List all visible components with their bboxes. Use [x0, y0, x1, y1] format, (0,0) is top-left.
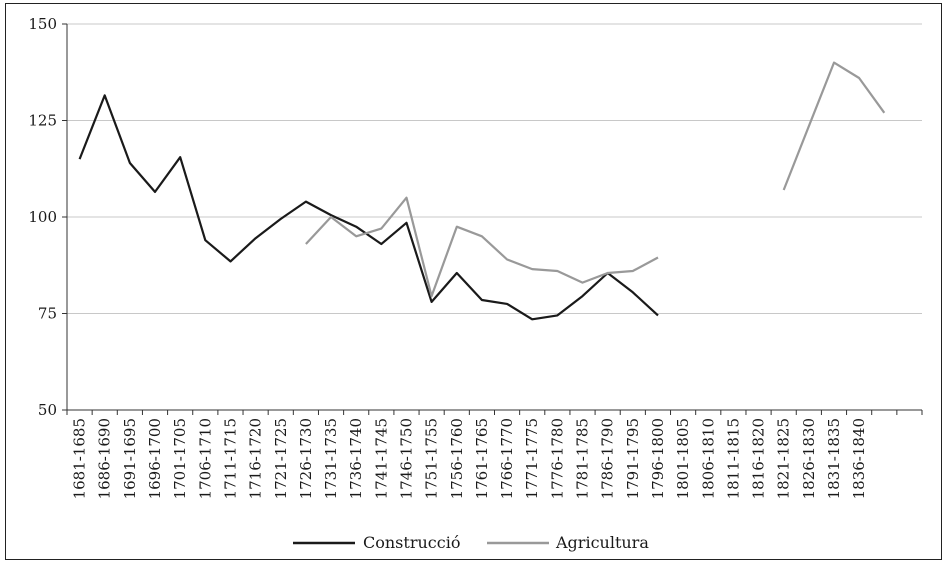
x-tick-label: 1811-1815: [724, 418, 742, 499]
x-tick-label: 1826-1830: [800, 418, 818, 499]
x-tick-label: 1816-1820: [750, 418, 768, 499]
x-tick-label: 1836-1840: [850, 418, 868, 499]
x-tick-label: 1681-1685: [71, 418, 89, 499]
legend-label-agricultura: Agricultura: [555, 533, 649, 552]
x-tick-label: 1766-1770: [498, 418, 516, 499]
x-tick-label: 1831-1835: [825, 418, 843, 499]
x-tick-label: 1696-1700: [146, 418, 164, 499]
x-tick-label: 1796-1800: [649, 418, 667, 499]
series-line-agricultura-0: [305, 196, 659, 298]
y-tick-label: 125: [28, 112, 57, 130]
series-line-agricultura-1: [782, 61, 886, 191]
x-tick-label: 1756-1760: [448, 418, 466, 499]
gridlines: [67, 23, 922, 314]
series-line-construccio-0: [78, 94, 659, 321]
x-tick-label: 1761-1765: [473, 418, 491, 499]
x-tick-label: 1686-1690: [96, 418, 114, 499]
y-tick-label: 100: [28, 208, 57, 226]
x-tick-label: 1736-1740: [347, 418, 365, 499]
x-tick-label: 1731-1735: [322, 418, 340, 499]
axes: 50 75 100 125 150 1681-1685 1686-1690 1691-1695…: [28, 15, 923, 499]
x-tick-label: 1691-1695: [121, 418, 139, 499]
x-tick-label: 1751-1755: [423, 418, 441, 499]
x-tick-label: 1786-1790: [599, 418, 617, 499]
x-tick-label: 1776-1780: [548, 418, 566, 499]
x-tick-label: 1716-1720: [247, 418, 265, 499]
x-tick-label: 1741-1745: [372, 418, 390, 499]
x-tick-label: 1771-1775: [523, 418, 541, 499]
y-tick-label: 50: [38, 401, 57, 419]
x-tick-label: 1721-1725: [272, 418, 290, 499]
x-tick-label: 1791-1795: [624, 418, 642, 499]
legend-label-construccio: Construcció: [363, 533, 460, 552]
y-tick-label: 150: [28, 15, 57, 33]
series-lines: [78, 61, 886, 321]
x-tick-label: 1701-1705: [171, 418, 189, 499]
legend: Construcció Agricultura: [293, 533, 649, 552]
x-tick-label: 1711-1715: [221, 418, 239, 499]
x-tick-label: 1781-1785: [574, 418, 592, 499]
x-tick-label: 1821-1825: [775, 418, 793, 499]
chart-frame: [5, 3, 942, 560]
x-tick-label: 1706-1710: [196, 418, 214, 499]
x-tick-label: 1746-1750: [397, 418, 415, 499]
x-tick-label: 1801-1805: [674, 418, 692, 499]
x-tick-label: 1806-1810: [699, 418, 717, 499]
x-tick-label: 1726-1730: [297, 418, 315, 499]
y-tick-label: 75: [38, 305, 57, 323]
